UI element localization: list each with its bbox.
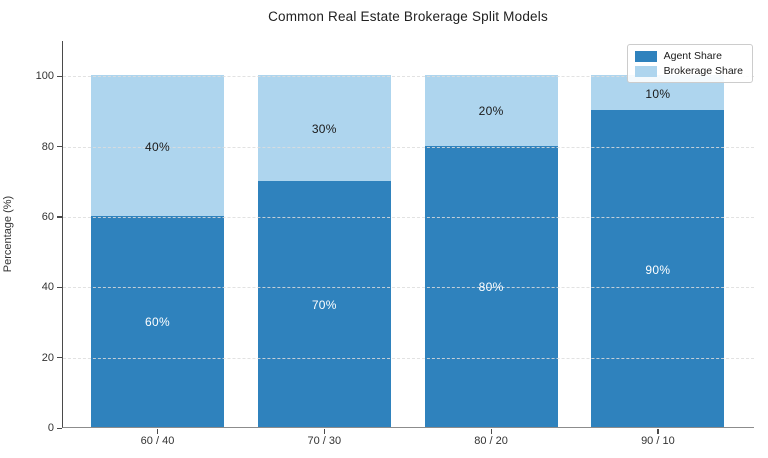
bar-segment-agent-share — [591, 110, 725, 427]
bar-value-label: 90% — [645, 262, 671, 277]
bar-segment-agent-share — [257, 180, 391, 427]
y-tick-mark — [57, 357, 62, 359]
y-tick-label: 20 — [41, 351, 54, 364]
y-tick-mark — [57, 75, 62, 77]
y-tick-label: 80 — [41, 140, 54, 153]
bar-value-label: 30% — [311, 121, 337, 136]
legend-label: Agent Share — [663, 50, 722, 62]
chart-title: Common Real Estate Brokerage Split Model… — [268, 9, 548, 24]
bar-value-label: 40% — [145, 139, 170, 154]
legend-swatch-icon — [634, 50, 657, 62]
bar-segment-brokerage-share — [257, 75, 391, 181]
legend-label: Brokerage Share — [663, 65, 743, 77]
bar-value-label: 70% — [311, 297, 337, 312]
y-tick-label: 60 — [41, 210, 54, 223]
x-tick-label: 70 / 30 — [307, 435, 342, 447]
y-tick-label: 100 — [35, 70, 54, 83]
legend: Agent Share Brokerage Share — [626, 44, 753, 83]
bar-segment-agent-share — [424, 145, 558, 427]
x-tick-label: 90 / 10 — [641, 435, 675, 447]
y-tick-label: 0 — [47, 422, 54, 434]
bar-value-label: 10% — [645, 86, 671, 101]
bar-segment-brokerage-share — [91, 75, 224, 216]
bar-value-label: 20% — [478, 104, 504, 119]
x-tick-label: 60 / 40 — [140, 435, 175, 447]
y-tick-label: 40 — [41, 281, 54, 294]
y-tick-mark — [57, 286, 62, 288]
legend-swatch-icon — [634, 65, 657, 77]
y-axis-label: Percentage (%) — [2, 195, 14, 273]
bar-value-label: 60% — [145, 315, 170, 330]
legend-item: Agent Share — [634, 50, 743, 62]
plot-area: Agent Share Brokerage Share 0 20 40 60 80 100 6… — [36, 41, 754, 447]
y-tick-mark — [57, 216, 62, 218]
y-tick-mark — [57, 427, 62, 429]
bar-segment-brokerage-share — [424, 75, 558, 146]
y-tick-mark — [57, 146, 62, 148]
bar-segment-agent-share — [91, 215, 224, 427]
x-tick-label: 80 / 20 — [474, 435, 508, 447]
x-tick-mark — [490, 428, 492, 434]
bar-value-label: 80% — [478, 280, 504, 295]
x-tick-mark — [323, 428, 325, 434]
x-tick-mark — [157, 428, 159, 434]
x-tick-mark — [657, 428, 659, 434]
legend-item: Brokerage Share — [634, 65, 743, 77]
